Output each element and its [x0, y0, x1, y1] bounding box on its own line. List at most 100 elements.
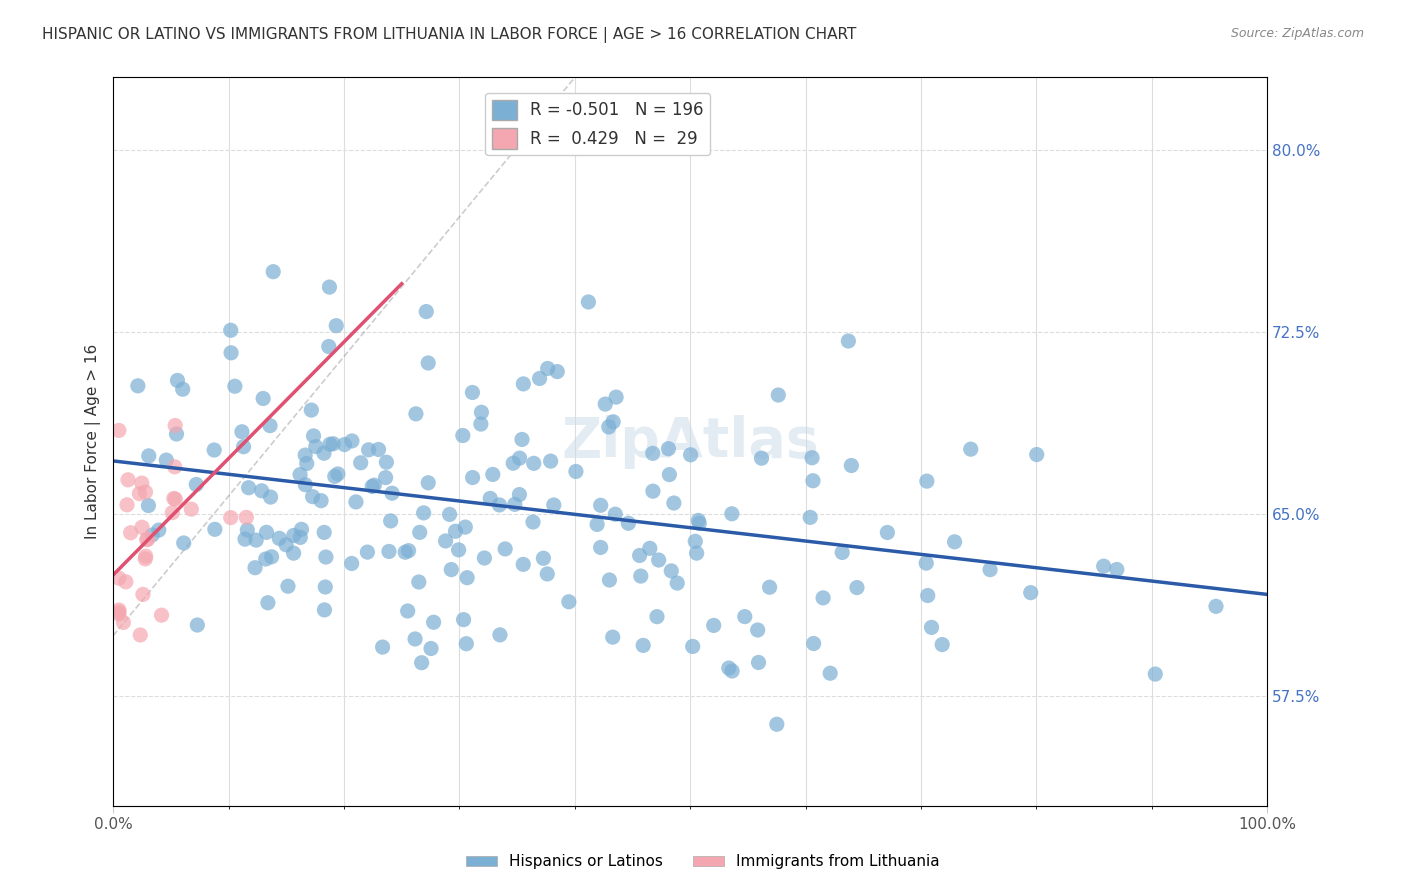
Point — [283, 546, 305, 560]
Point — [422, 615, 444, 630]
Point — [456, 571, 478, 585]
Text: HISPANIC OR LATINO VS IMMIGRANTS FROM LITHUANIA IN LABOR FORCE | AGE > 16 CORREL: HISPANIC OR LATINO VS IMMIGRANTS FROM LI… — [42, 27, 856, 43]
Point — [219, 510, 242, 524]
Point — [235, 510, 257, 524]
Point — [921, 620, 943, 634]
Point — [628, 549, 651, 563]
Point — [165, 418, 187, 433]
Point — [136, 533, 159, 547]
Point — [602, 415, 624, 429]
Point — [837, 334, 859, 348]
Point — [314, 603, 336, 617]
Point — [488, 498, 510, 512]
Point — [295, 457, 318, 471]
Point — [679, 448, 702, 462]
Point — [605, 507, 627, 521]
Point — [260, 549, 283, 564]
Point — [186, 618, 208, 632]
Point — [134, 485, 156, 500]
Point — [318, 280, 340, 294]
Point — [523, 456, 546, 470]
Point — [277, 579, 299, 593]
Point — [1144, 667, 1167, 681]
Point — [378, 544, 401, 558]
Point — [456, 637, 478, 651]
Point — [138, 449, 160, 463]
Point — [340, 434, 363, 448]
Point — [682, 640, 704, 654]
Point — [294, 477, 316, 491]
Text: Source: ZipAtlas.com: Source: ZipAtlas.com — [1230, 27, 1364, 40]
Point — [120, 525, 142, 540]
Point — [371, 640, 394, 654]
Point — [148, 523, 170, 537]
Point — [404, 632, 426, 646]
Legend: Hispanics or Latinos, Immigrants from Lithuania: Hispanics or Latinos, Immigrants from Li… — [460, 848, 946, 875]
Point — [172, 382, 194, 396]
Point — [131, 520, 153, 534]
Point — [959, 442, 981, 457]
Point — [294, 448, 316, 462]
Point — [598, 573, 620, 587]
Point — [357, 442, 380, 457]
Point — [510, 433, 533, 447]
Point — [418, 475, 440, 490]
Point — [645, 609, 668, 624]
Point — [481, 467, 503, 482]
Point — [758, 580, 780, 594]
Point — [659, 564, 682, 578]
Point — [589, 498, 612, 512]
Point — [380, 514, 402, 528]
Point — [219, 323, 242, 337]
Point — [415, 304, 437, 318]
Point — [811, 591, 834, 605]
Point — [356, 545, 378, 559]
Text: ZipAtlas: ZipAtlas — [561, 415, 820, 468]
Point — [522, 515, 544, 529]
Point — [323, 469, 346, 483]
Point — [447, 542, 470, 557]
Point — [405, 407, 427, 421]
Point — [647, 553, 669, 567]
Point — [155, 453, 177, 467]
Point — [801, 474, 824, 488]
Point — [747, 623, 769, 637]
Point — [617, 516, 640, 531]
Point — [1205, 599, 1227, 614]
Point — [165, 492, 187, 507]
Point — [108, 607, 131, 621]
Point — [254, 552, 277, 566]
Point — [134, 552, 156, 566]
Point — [322, 437, 344, 451]
Point — [259, 490, 281, 504]
Point — [1025, 448, 1047, 462]
Point — [115, 574, 138, 589]
Point — [818, 666, 841, 681]
Point — [314, 525, 336, 540]
Point — [451, 428, 474, 442]
Point — [479, 491, 502, 506]
Point — [630, 569, 652, 583]
Point — [721, 507, 744, 521]
Point — [163, 459, 186, 474]
Point — [396, 604, 419, 618]
Point — [453, 613, 475, 627]
Point — [301, 490, 323, 504]
Point — [734, 609, 756, 624]
Point — [434, 533, 457, 548]
Point — [418, 356, 440, 370]
Point — [411, 656, 433, 670]
Point — [474, 551, 496, 566]
Point — [979, 563, 1001, 577]
Point — [309, 493, 332, 508]
Point — [166, 374, 188, 388]
Point — [509, 451, 531, 466]
Point — [638, 541, 661, 556]
Point — [219, 346, 242, 360]
Point — [605, 390, 627, 404]
Point — [374, 470, 396, 484]
Point — [233, 532, 256, 546]
Point — [302, 429, 325, 443]
Point — [231, 425, 253, 439]
Point — [186, 477, 208, 491]
